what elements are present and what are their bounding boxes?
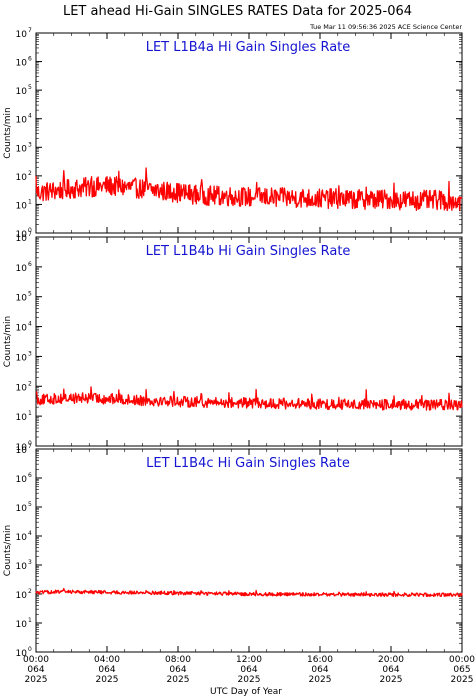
y-tick-label: 10 — [16, 649, 28, 659]
chart-title: LET ahead Hi-Gain SINGLES RATES Data for… — [63, 4, 412, 19]
x-tick-doy: 064 — [382, 665, 399, 675]
plot-frame — [35, 448, 463, 653]
plot-frame — [35, 236, 463, 447]
x-tick-time: 04:00 — [94, 655, 120, 665]
x-tick-year: 2025 — [309, 675, 332, 685]
x-tick-year: 2025 — [167, 675, 190, 685]
x-tick-year: 2025 — [380, 675, 403, 685]
y-tick-label: 10 — [16, 116, 28, 126]
x-tick-time: 20:00 — [378, 655, 404, 665]
y-tick-exponent: 3 — [28, 559, 32, 566]
y-tick-label: 10 — [16, 144, 28, 154]
x-tick-doy: 065 — [453, 665, 470, 675]
y-tick-exponent: 0 — [28, 646, 32, 653]
y-tick-label: 10 — [16, 201, 28, 211]
y-tick-exponent: 2 — [28, 588, 32, 595]
y-tick-exponent: 4 — [28, 321, 32, 328]
x-tick-time: 16:00 — [307, 655, 333, 665]
y-tick-exponent: 5 — [28, 501, 32, 508]
y-tick-label: 10 — [16, 264, 28, 274]
y-tick-exponent: 6 — [28, 261, 32, 268]
y-tick-exponent: 1 — [28, 198, 32, 205]
y-tick-label: 10 — [16, 591, 28, 601]
x-tick-doy: 064 — [311, 665, 328, 675]
y-axis-label: Counts/min — [3, 107, 13, 158]
x-tick-year: 2025 — [96, 675, 119, 685]
timestamp: Tue Mar 11 09:56:36 2025 ACE Science Cen… — [309, 23, 462, 31]
x-tick-doy: 064 — [98, 665, 115, 675]
y-tick-exponent: 1 — [28, 410, 32, 417]
series-line — [35, 167, 463, 212]
series-line — [35, 587, 463, 598]
y-tick-exponent: 5 — [28, 291, 32, 298]
y-axis-label: Counts/min — [3, 525, 13, 576]
x-tick-doy: 064 — [240, 665, 257, 675]
y-tick-exponent: 6 — [28, 472, 32, 479]
y-tick-exponent: 2 — [28, 380, 32, 387]
x-tick-time: 00:00 — [23, 655, 49, 665]
x-tick-time: 00:00 — [449, 655, 475, 665]
y-tick-exponent: 4 — [28, 530, 32, 537]
y-tick-label: 10 — [16, 413, 28, 423]
y-tick-label: 10 — [16, 87, 28, 97]
x-tick-year: 2025 — [451, 675, 474, 685]
y-tick-exponent: 4 — [28, 113, 32, 120]
y-tick-exponent: 6 — [28, 56, 32, 63]
y-tick-label: 10 — [16, 234, 28, 244]
y-tick-label: 10 — [16, 383, 28, 393]
y-tick-exponent: 3 — [28, 141, 32, 148]
y-axis-label: Counts/min — [3, 316, 13, 367]
y-tick-exponent: 0 — [28, 227, 32, 234]
panel-title: LET L1B4b Hi Gain Singles Rate — [146, 244, 351, 259]
y-tick-label: 10 — [16, 533, 28, 543]
y-tick-label: 10 — [16, 59, 28, 69]
y-tick-exponent: 7 — [28, 443, 32, 450]
y-tick-exponent: 7 — [28, 231, 32, 238]
x-tick-year: 2025 — [25, 675, 48, 685]
y-tick-label: 10 — [16, 294, 28, 304]
y-tick-label: 10 — [16, 504, 28, 514]
y-tick-label: 10 — [16, 446, 28, 456]
y-tick-label: 10 — [16, 443, 28, 453]
y-tick-exponent: 7 — [28, 27, 32, 34]
y-tick-label: 10 — [16, 230, 28, 240]
y-tick-label: 10 — [16, 475, 28, 485]
y-tick-label: 10 — [16, 173, 28, 183]
y-tick-label: 10 — [16, 562, 28, 572]
y-tick-label: 10 — [16, 324, 28, 334]
y-tick-exponent: 0 — [28, 440, 32, 447]
x-tick-doy: 064 — [27, 665, 44, 675]
panel-title: LET L1B4c Hi Gain Singles Rate — [146, 456, 350, 471]
y-tick-exponent: 1 — [28, 617, 32, 624]
x-tick-doy: 064 — [169, 665, 186, 675]
y-tick-label: 10 — [16, 353, 28, 363]
x-tick-year: 2025 — [238, 675, 261, 685]
panel-title: LET L1B4a Hi Gain Singles Rate — [146, 40, 351, 55]
y-tick-label: 10 — [16, 620, 28, 630]
y-tick-exponent: 2 — [28, 170, 32, 177]
x-tick-time: 08:00 — [165, 655, 191, 665]
y-tick-exponent: 5 — [28, 84, 32, 91]
x-axis-label: UTC Day of Year — [210, 687, 282, 697]
y-tick-label: 10 — [16, 30, 28, 40]
y-tick-exponent: 3 — [28, 350, 32, 357]
series-line — [35, 386, 463, 411]
x-tick-time: 12:00 — [236, 655, 262, 665]
